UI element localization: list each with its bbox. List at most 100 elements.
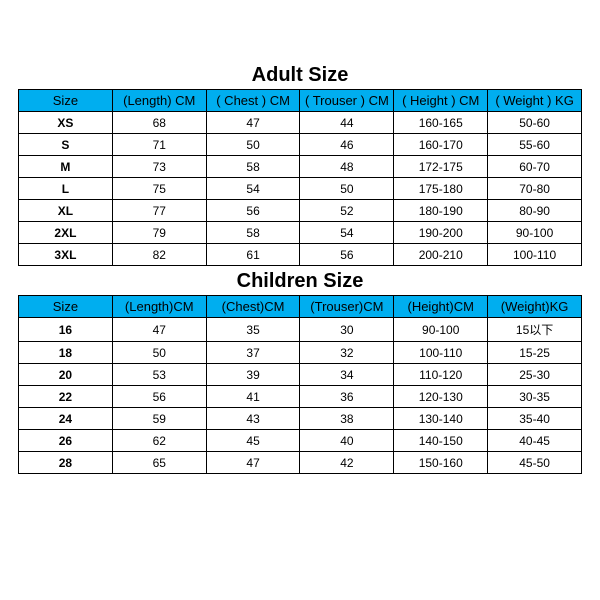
children-cell: 130-140 <box>394 408 488 430</box>
children-cell: 26 <box>19 430 113 452</box>
table-row: 22564136120-13030-35 <box>19 386 582 408</box>
adult-cell: 61 <box>206 244 300 266</box>
adult-cell: 79 <box>112 222 206 244</box>
children-cell: 32 <box>300 342 394 364</box>
adult-cell: 58 <box>206 222 300 244</box>
children-cell: 39 <box>206 364 300 386</box>
adult-cell: 77 <box>112 200 206 222</box>
adult-cell: 56 <box>300 244 394 266</box>
adult-cell: 200-210 <box>394 244 488 266</box>
adult-cell: 73 <box>112 156 206 178</box>
adult-cell: 54 <box>206 178 300 200</box>
children-col-0: Size <box>19 296 113 318</box>
adult-cell: M <box>19 156 113 178</box>
table-row: 18503732100-11015-25 <box>19 342 582 364</box>
children-cell: 100-110 <box>394 342 488 364</box>
adult-cell: 68 <box>112 112 206 134</box>
children-cell: 47 <box>112 318 206 342</box>
adult-cell: XL <box>19 200 113 222</box>
adult-cell: L <box>19 178 113 200</box>
children-cell: 28 <box>19 452 113 474</box>
children-cell: 140-150 <box>394 430 488 452</box>
adult-cell: 70-80 <box>488 178 582 200</box>
adult-cell: 50-60 <box>488 112 582 134</box>
children-cell: 18 <box>19 342 113 364</box>
adult-cell: S <box>19 134 113 156</box>
children-table: Size(Length)CM(Chest)CM(Trouser)CM(Heigh… <box>18 295 582 474</box>
size-chart-container: Adult Size Size(Length) CM( Chest ) CM( … <box>0 0 600 600</box>
adult-cell: 100-110 <box>488 244 582 266</box>
children-col-1: (Length)CM <box>112 296 206 318</box>
children-title: Children Size <box>18 270 582 293</box>
adult-col-0: Size <box>19 90 113 112</box>
children-cell: 62 <box>112 430 206 452</box>
adult-cell: 75 <box>112 178 206 200</box>
children-cell: 47 <box>206 452 300 474</box>
table-row: 28654742150-16045-50 <box>19 452 582 474</box>
table-row: S715046160-17055-60 <box>19 134 582 156</box>
children-cell: 110-120 <box>394 364 488 386</box>
children-cell: 35 <box>206 318 300 342</box>
children-cell: 24 <box>19 408 113 430</box>
children-cell: 34 <box>300 364 394 386</box>
children-cell: 22 <box>19 386 113 408</box>
adult-cell: 58 <box>206 156 300 178</box>
adult-cell: 60-70 <box>488 156 582 178</box>
children-cell: 15以下 <box>488 318 582 342</box>
children-cell: 45 <box>206 430 300 452</box>
children-cell: 16 <box>19 318 113 342</box>
adult-cell: 55-60 <box>488 134 582 156</box>
adult-cell: 2XL <box>19 222 113 244</box>
adult-cell: 54 <box>300 222 394 244</box>
adult-cell: 48 <box>300 156 394 178</box>
adult-cell: 56 <box>206 200 300 222</box>
children-col-5: (Weight)KG <box>488 296 582 318</box>
children-cell: 65 <box>112 452 206 474</box>
adult-cell: 160-170 <box>394 134 488 156</box>
adult-cell: 50 <box>300 178 394 200</box>
children-cell: 42 <box>300 452 394 474</box>
children-cell: 53 <box>112 364 206 386</box>
adult-col-2: ( Chest ) CM <box>206 90 300 112</box>
adult-cell: 71 <box>112 134 206 156</box>
children-col-3: (Trouser)CM <box>300 296 394 318</box>
table-row: XS684744160-16550-60 <box>19 112 582 134</box>
children-cell: 35-40 <box>488 408 582 430</box>
adult-title: Adult Size <box>18 64 582 87</box>
adult-col-3: ( Trouser ) CM <box>300 90 394 112</box>
table-row: 20533934110-12025-30 <box>19 364 582 386</box>
table-row: 1647353090-10015以下 <box>19 318 582 342</box>
adult-cell: 190-200 <box>394 222 488 244</box>
children-cell: 56 <box>112 386 206 408</box>
children-cell: 45-50 <box>488 452 582 474</box>
adult-cell: 46 <box>300 134 394 156</box>
adult-cell: 47 <box>206 112 300 134</box>
adult-table: Size(Length) CM( Chest ) CM( Trouser ) C… <box>18 89 582 266</box>
table-row: XL775652180-19080-90 <box>19 200 582 222</box>
children-cell: 40-45 <box>488 430 582 452</box>
children-cell: 50 <box>112 342 206 364</box>
adult-cell: XS <box>19 112 113 134</box>
children-cell: 38 <box>300 408 394 430</box>
adult-cell: 160-165 <box>394 112 488 134</box>
adult-cell: 50 <box>206 134 300 156</box>
children-cell: 30-35 <box>488 386 582 408</box>
children-cell: 41 <box>206 386 300 408</box>
children-cell: 43 <box>206 408 300 430</box>
children-cell: 20 <box>19 364 113 386</box>
children-col-2: (Chest)CM <box>206 296 300 318</box>
children-col-4: (Height)CM <box>394 296 488 318</box>
children-cell: 36 <box>300 386 394 408</box>
adult-cell: 82 <box>112 244 206 266</box>
adult-cell: 44 <box>300 112 394 134</box>
table-row: L755450175-18070-80 <box>19 178 582 200</box>
table-row: 24594338130-14035-40 <box>19 408 582 430</box>
children-cell: 59 <box>112 408 206 430</box>
adult-cell: 3XL <box>19 244 113 266</box>
children-cell: 120-130 <box>394 386 488 408</box>
adult-cell: 90-100 <box>488 222 582 244</box>
adult-col-1: (Length) CM <box>112 90 206 112</box>
children-cell: 90-100 <box>394 318 488 342</box>
table-row: 2XL795854190-20090-100 <box>19 222 582 244</box>
table-row: 3XL826156200-210100-110 <box>19 244 582 266</box>
